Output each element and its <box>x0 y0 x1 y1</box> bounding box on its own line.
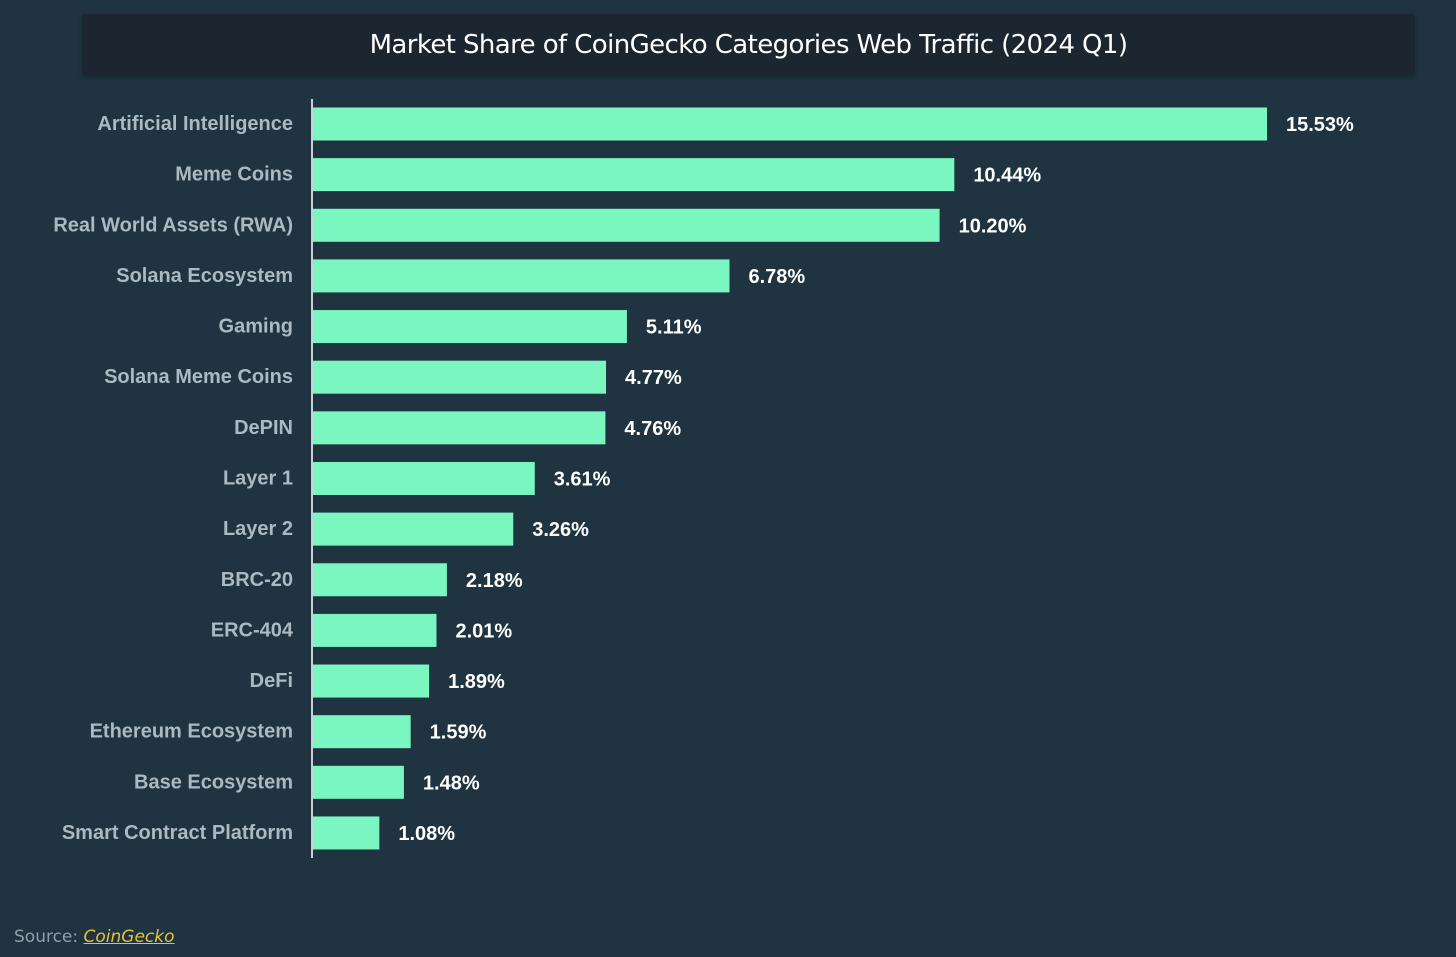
source-link[interactable]: CoinGecko <box>83 927 175 947</box>
value-label-artificial-intelligence: 15.53% <box>1286 114 1354 136</box>
category-label-solana-ecosystem: Solana Ecosystem <box>116 265 293 287</box>
bar-base-ecosystem <box>313 765 404 799</box>
category-label-real-world-assets-rwa: Real World Assets (RWA) <box>53 214 293 236</box>
category-label-layer-1: Layer 1 <box>223 467 293 489</box>
value-label-solana-meme-coins: 4.77% <box>625 367 682 389</box>
bar-artificial-intelligence <box>313 107 1267 141</box>
value-label-meme-coins: 10.44% <box>973 165 1041 187</box>
value-label-solana-ecosystem: 6.78% <box>748 266 805 288</box>
category-label-layer-2: Layer 2 <box>223 518 293 540</box>
value-label-layer-2: 3.26% <box>532 519 589 541</box>
bar-solana-meme-coins <box>313 360 607 394</box>
category-label-base-ecosystem: Base Ecosystem <box>134 771 293 793</box>
bars-group: Artificial Intelligence 15.53% Meme Coins 1… <box>53 107 1354 850</box>
bar-solana-ecosystem <box>313 259 730 293</box>
category-label-gaming: Gaming <box>219 316 293 338</box>
category-label-ethereum-ecosystem: Ethereum Ecosystem <box>90 721 293 743</box>
bar-erc-404 <box>313 613 437 647</box>
bar-real-world-assets-rwa <box>313 208 940 242</box>
value-label-depin: 4.76% <box>624 418 681 440</box>
value-label-defi: 1.89% <box>448 671 505 693</box>
chart-title: Market Share of CoinGecko Categories Web… <box>369 29 1128 60</box>
bar-brc-20 <box>313 563 447 597</box>
chart-title-bar: Market Share of CoinGecko Categories Web… <box>82 14 1415 75</box>
source-note: Source: CoinGecko <box>14 927 175 947</box>
category-label-smart-contract-platform: Smart Contract Platform <box>62 822 293 844</box>
bar-layer-1 <box>313 461 535 495</box>
value-label-real-world-assets-rwa: 10.20% <box>959 215 1027 237</box>
value-label-erc-404: 2.01% <box>455 620 512 642</box>
bar-depin <box>313 411 606 445</box>
value-label-gaming: 5.11% <box>646 317 702 339</box>
category-label-meme-coins: Meme Coins <box>175 164 293 186</box>
bar-meme-coins <box>313 158 955 192</box>
category-label-artificial-intelligence: Artificial Intelligence <box>97 113 293 135</box>
category-label-defi: DeFi <box>250 670 293 692</box>
category-label-solana-meme-coins: Solana Meme Coins <box>104 366 293 388</box>
category-label-erc-404: ERC-404 <box>211 619 294 641</box>
bar-smart-contract-platform <box>313 816 380 850</box>
value-label-base-ecosystem: 1.48% <box>423 772 480 794</box>
value-label-smart-contract-platform: 1.08% <box>398 823 455 845</box>
value-label-layer-1: 3.61% <box>554 468 611 490</box>
source-label: Source: <box>14 927 79 947</box>
bar-ethereum-ecosystem <box>313 715 411 749</box>
category-label-brc-20: BRC-20 <box>221 569 293 591</box>
bar-gaming <box>313 310 627 344</box>
bar-layer-2 <box>313 512 514 546</box>
value-label-ethereum-ecosystem: 1.59% <box>430 722 487 744</box>
category-label-depin: DePIN <box>234 417 293 439</box>
bar-defi <box>313 664 430 698</box>
value-label-brc-20: 2.18% <box>466 570 523 592</box>
